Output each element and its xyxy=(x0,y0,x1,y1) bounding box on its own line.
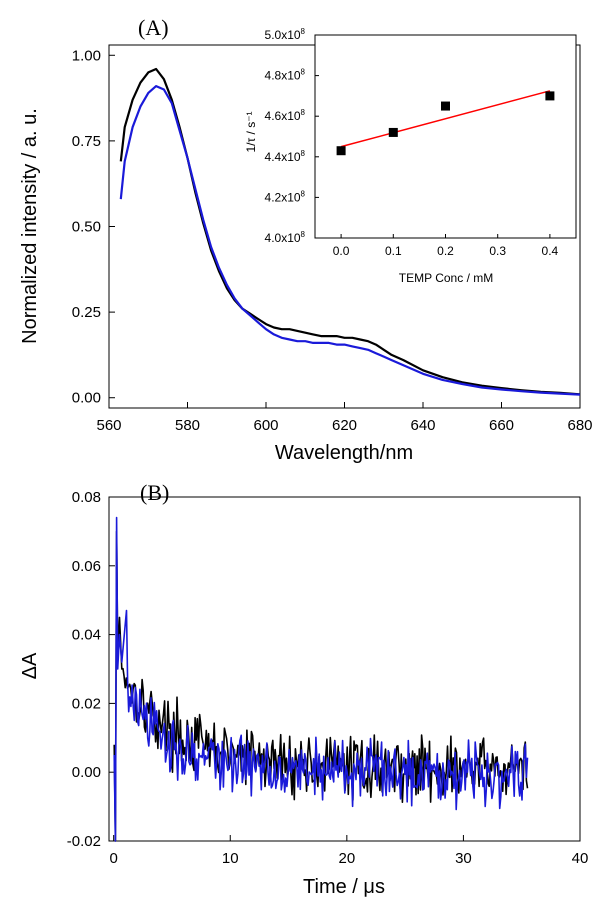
panel-a-y-tick-label: 0.00 xyxy=(72,390,101,407)
inset-x-tick-label: 0.2 xyxy=(437,244,454,258)
panel-b-x-tick-label: 10 xyxy=(222,850,239,867)
panel-b-y-tick-label: 0.08 xyxy=(72,489,101,506)
panel-b-x-tick-label: 30 xyxy=(455,850,472,867)
inset-y-tick-exponent: 8 xyxy=(301,68,306,77)
panel-b: 0 10 20 30 40 -0.02 0.00 0.02 0.04 0.06 0.08 (B) T… xyxy=(19,480,588,898)
panel-b-y-axis-label: ΔA xyxy=(19,652,41,679)
panel-a-series-line-2 xyxy=(119,85,581,396)
panel-b-frame xyxy=(108,496,581,842)
panel-b-label: (B) xyxy=(140,480,169,505)
panel-a-x-tick-label: 560 xyxy=(96,417,121,434)
inset-y-tick-label: 4.4x108 xyxy=(265,149,306,164)
inset-x-tick-label: 0.4 xyxy=(542,244,559,258)
panel-a-x-tick-label: 580 xyxy=(175,417,200,434)
panel-b-y-tick-label: 0.04 xyxy=(72,627,101,644)
inset-fit-line xyxy=(340,90,551,148)
inset-data-point xyxy=(388,127,398,137)
panel-b-x-tick-label: 40 xyxy=(572,850,589,867)
panel-b-y-tick-label: 0.06 xyxy=(72,558,101,575)
panel-a-y-tick-label: 0.50 xyxy=(72,219,101,236)
inset-y-tick-exponent: 8 xyxy=(301,189,306,198)
panel-b-y-tick-label: 0.02 xyxy=(72,695,101,712)
inset-y-tick-label: 4.8x108 xyxy=(265,68,306,83)
inset-y-tick-exponent: 8 xyxy=(301,108,306,117)
inset-y-tick-label: 5.0x108 xyxy=(265,27,306,42)
inset-y-tick-exponent: 8 xyxy=(301,230,306,239)
panel-b-x-tick-label: 20 xyxy=(338,850,355,867)
panel-a-x-tick-label: 600 xyxy=(253,417,278,434)
panel-a-label: (A) xyxy=(138,15,169,40)
inset-y-tick-label: 4.0x108 xyxy=(265,230,306,245)
inset-data-point xyxy=(336,146,346,156)
inset-data-point xyxy=(441,101,450,111)
panel-a-x-tick-label: 620 xyxy=(332,417,357,434)
panel-b-series-line-2 xyxy=(113,516,529,842)
inset-frame xyxy=(314,34,577,239)
panel-b-x-axis-label: Time / μs xyxy=(303,876,385,898)
inset-chart: 0.0 0.1 0.2 0.3 0.4 4.0x108 4.2x108 4.4x108 4.6x… xyxy=(244,27,577,285)
panel-a-y-axis-label: Normalized intensity / a. u. xyxy=(19,108,41,344)
inset-x-tick-label: 0.1 xyxy=(385,244,402,258)
inset-y-tick-exponent: 8 xyxy=(301,27,306,36)
inset-y-tick-label: 4.2x108 xyxy=(265,189,306,204)
inset-y-axis-label: 1/τ / s⁻¹ xyxy=(244,111,258,152)
panel-a-x-tick-label: 660 xyxy=(489,417,514,434)
inset-data-point xyxy=(545,91,555,101)
inset-x-tick-label: 0.3 xyxy=(489,244,506,258)
panel-b-x-tick-label: 0 xyxy=(109,850,117,867)
panel-a-y-tick-label: 1.00 xyxy=(72,47,101,64)
inset-y-tick-label: 4.6x108 xyxy=(265,108,306,123)
panel-a: 560 580 600 620 640 660 680 0.00 0.25 0.50 0.75 1.0… xyxy=(19,15,593,464)
panel-a-y-tick-label: 0.25 xyxy=(72,304,101,321)
inset-x-axis-label: TEMP Conc / mM xyxy=(399,271,493,285)
panel-a-x-tick-label: 680 xyxy=(567,417,592,434)
panel-b-series-line-1 xyxy=(113,530,529,842)
inset-y-tick-exponent: 8 xyxy=(301,149,306,158)
panel-b-y-tick-label: 0.00 xyxy=(72,764,101,781)
panel-a-x-tick-label: 640 xyxy=(410,417,435,434)
panel-a-x-axis-label: Wavelength/nm xyxy=(275,442,413,464)
panel-a-y-tick-label: 0.75 xyxy=(72,133,101,150)
inset-x-tick-label: 0.0 xyxy=(333,244,350,258)
panel-b-y-tick-label: -0.02 xyxy=(67,833,101,850)
